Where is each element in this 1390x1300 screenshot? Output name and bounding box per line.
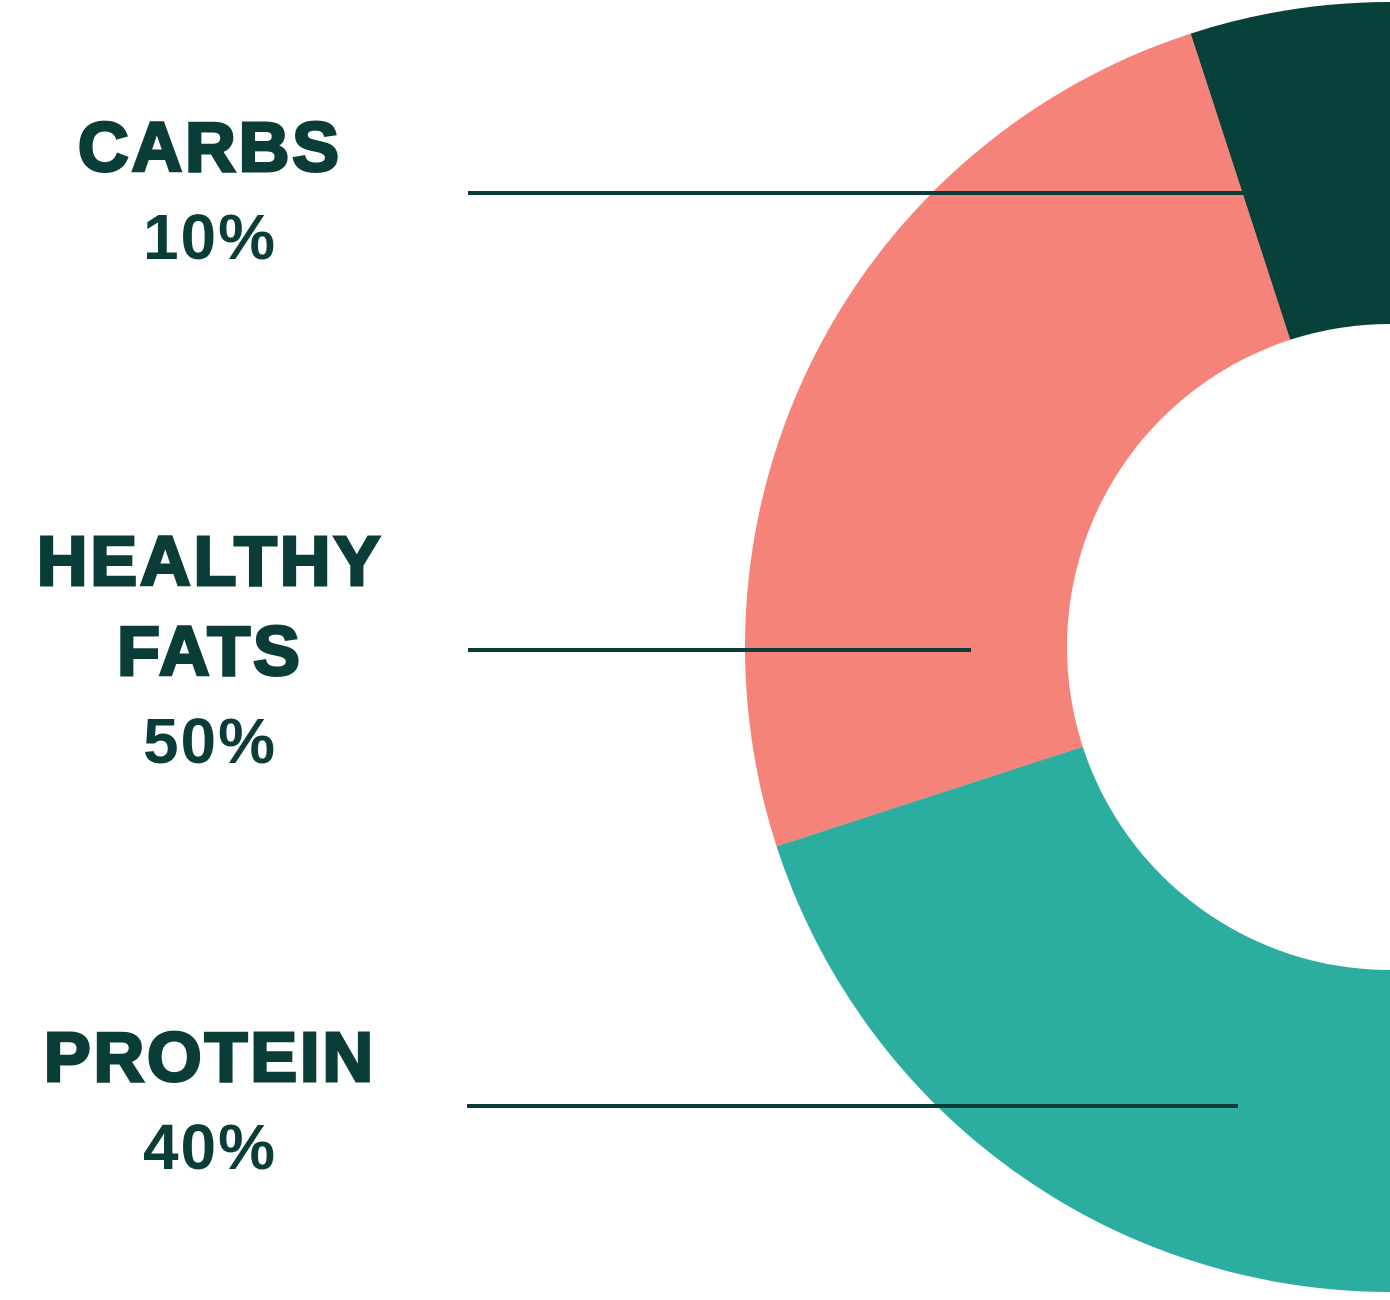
- label-group: PROTEIN 40%: [0, 1012, 420, 1192]
- label-group: CARBS 10%: [0, 102, 420, 282]
- donut: [745, 2, 1390, 1292]
- label-group: HEALTHY FATS 50%: [0, 516, 420, 786]
- donut-segment: [1190, 2, 1390, 340]
- donut-segment: [745, 33, 1291, 847]
- category-label: PROTEIN: [42, 1017, 377, 1098]
- category-label: HEALTHY FATS: [35, 521, 384, 692]
- donut-segment: [776, 746, 1390, 1292]
- value-label: 50%: [142, 705, 278, 777]
- value-label: 40%: [142, 1111, 278, 1183]
- category-label: CARBS: [77, 107, 342, 188]
- value-label: 10%: [142, 201, 278, 273]
